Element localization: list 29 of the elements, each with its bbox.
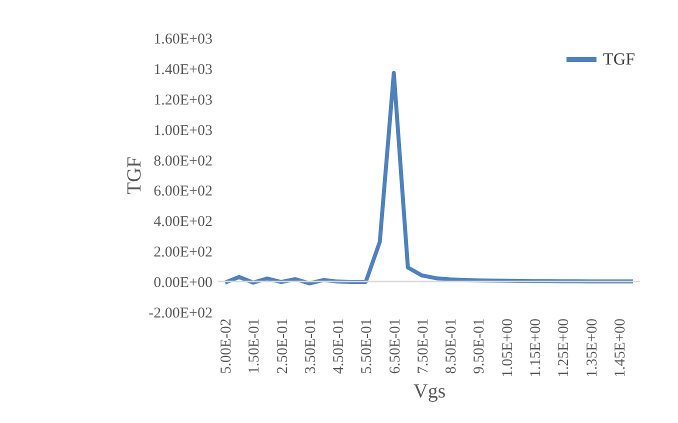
y-tick-label: 6.00E+02: [154, 184, 212, 200]
x-tick-label: 1.45E+00: [612, 318, 628, 378]
y-tick-label: 8.00E+02: [154, 153, 212, 170]
x-tick-label: 5.50E-01: [359, 318, 376, 374]
y-tick-label: 1.40E+03: [154, 62, 212, 78]
x-tick-label: 1.35E+00: [584, 318, 600, 378]
x-tick-label: 1.50E-01: [246, 318, 263, 374]
x-tick-label: 5.00E-02: [218, 318, 235, 374]
line-series: [223, 71, 635, 286]
x-tick-label: 1.05E+00: [500, 318, 516, 378]
y-tick-label: 2.00E+02: [154, 244, 212, 261]
x-tick-label: 4.50E-01: [331, 318, 348, 374]
x-tick-label: 7.50E-01: [415, 318, 432, 374]
legend-label: TGF: [603, 50, 636, 68]
y-tick-label: 1.20E+03: [154, 92, 212, 108]
y-axis-title: TGF: [124, 156, 146, 194]
y-tick-label: 1.60E+03: [154, 32, 212, 48]
x-tick-label: 9.50E-01: [472, 318, 488, 374]
x-tick-label: 1.25E+00: [556, 318, 572, 378]
y-tick-label: 1.00E+03: [154, 122, 212, 139]
x-tick-label: 6.50E-01: [387, 318, 404, 374]
x-tick-label: 1.15E+00: [528, 318, 544, 378]
x-tick-label: 2.50E-01: [274, 318, 291, 374]
y-tick-label: -2.00E+02: [148, 306, 212, 322]
y-tick-label: 0.00E+00: [154, 275, 212, 292]
x-axis-title: Vgs: [413, 380, 446, 402]
y-tick-label: 4.00E+02: [154, 214, 212, 230]
x-tick-label: 3.50E-01: [302, 318, 319, 374]
x-tick-label: 8.50E-01: [444, 318, 460, 374]
